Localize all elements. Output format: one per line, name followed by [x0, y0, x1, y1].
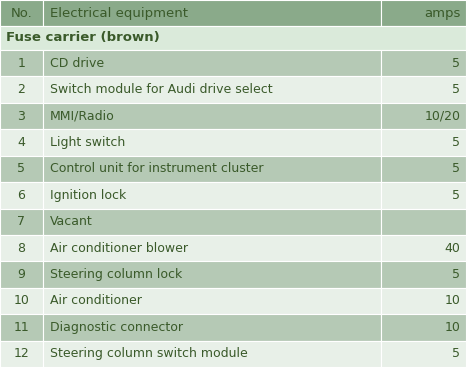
Text: Steering column switch module: Steering column switch module	[50, 347, 247, 360]
Bar	[43, 103, 381, 129]
Bar	[0, 288, 43, 314]
Bar	[0, 26, 466, 50]
Bar	[381, 288, 466, 314]
Text: 9: 9	[18, 268, 25, 281]
Text: 2: 2	[18, 83, 25, 96]
Text: Ignition lock: Ignition lock	[50, 189, 126, 202]
Text: 6: 6	[18, 189, 25, 202]
Bar	[0, 76, 43, 103]
Text: Air conditioner: Air conditioner	[50, 294, 142, 308]
Bar	[381, 235, 466, 261]
Bar	[43, 129, 381, 156]
Bar	[43, 314, 381, 341]
Text: No.: No.	[11, 7, 32, 19]
Bar	[0, 261, 43, 288]
Text: 11: 11	[14, 321, 29, 334]
Bar	[381, 182, 466, 208]
Bar	[381, 0, 466, 26]
Bar	[381, 208, 466, 235]
Bar	[0, 156, 43, 182]
Text: Light switch: Light switch	[50, 136, 125, 149]
Text: Air conditioner blower: Air conditioner blower	[50, 241, 188, 255]
Text: 5: 5	[452, 136, 460, 149]
Text: 10: 10	[14, 294, 29, 308]
Text: 5: 5	[452, 162, 460, 175]
Text: MMI/Radio: MMI/Radio	[50, 109, 115, 123]
Bar	[0, 314, 43, 341]
Bar	[43, 261, 381, 288]
Text: Control unit for instrument cluster: Control unit for instrument cluster	[50, 162, 263, 175]
Bar	[43, 341, 381, 367]
Bar	[0, 103, 43, 129]
Text: 10: 10	[445, 321, 460, 334]
Bar	[43, 156, 381, 182]
Text: 7: 7	[17, 215, 26, 228]
Text: 5: 5	[452, 83, 460, 96]
Bar	[381, 341, 466, 367]
Text: 5: 5	[452, 189, 460, 202]
Bar	[0, 235, 43, 261]
Text: CD drive: CD drive	[50, 57, 104, 70]
Text: Diagnostic connector: Diagnostic connector	[50, 321, 183, 334]
Bar	[0, 50, 43, 76]
Bar	[43, 235, 381, 261]
Bar	[0, 182, 43, 208]
Text: Electrical equipment: Electrical equipment	[50, 7, 188, 19]
Bar	[381, 103, 466, 129]
Text: Fuse carrier (brown): Fuse carrier (brown)	[6, 32, 159, 44]
Text: 5: 5	[17, 162, 26, 175]
Text: Vacant: Vacant	[50, 215, 93, 228]
Bar	[381, 129, 466, 156]
Text: amps: amps	[424, 7, 460, 19]
Text: 12: 12	[14, 347, 29, 360]
Bar	[43, 182, 381, 208]
Text: 5: 5	[452, 347, 460, 360]
Text: 8: 8	[17, 241, 26, 255]
Bar	[381, 261, 466, 288]
Bar	[43, 208, 381, 235]
Text: 1: 1	[18, 57, 25, 70]
Text: Switch module for Audi drive select: Switch module for Audi drive select	[50, 83, 273, 96]
Text: 5: 5	[452, 57, 460, 70]
Text: 10: 10	[445, 294, 460, 308]
Text: 5: 5	[452, 268, 460, 281]
Bar	[0, 341, 43, 367]
Bar	[0, 0, 43, 26]
Text: 3: 3	[18, 109, 25, 123]
Text: Steering column lock: Steering column lock	[50, 268, 182, 281]
Bar	[43, 76, 381, 103]
Bar	[0, 208, 43, 235]
Text: 10/20: 10/20	[425, 109, 460, 123]
Bar	[0, 129, 43, 156]
Bar	[381, 314, 466, 341]
Bar	[381, 76, 466, 103]
Text: 4: 4	[18, 136, 25, 149]
Bar	[43, 288, 381, 314]
Bar	[43, 50, 381, 76]
Bar	[381, 156, 466, 182]
Bar	[43, 0, 381, 26]
Bar	[381, 50, 466, 76]
Text: 40: 40	[445, 241, 460, 255]
